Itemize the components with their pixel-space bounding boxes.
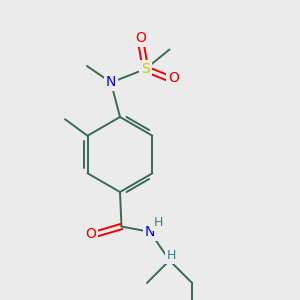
Text: N: N [145, 225, 155, 239]
Text: H: H [166, 249, 176, 262]
Text: O: O [136, 31, 146, 45]
Text: S: S [141, 62, 150, 76]
Text: H: H [154, 216, 163, 230]
Text: N: N [106, 76, 116, 89]
Text: O: O [85, 227, 96, 241]
Text: O: O [168, 71, 179, 85]
